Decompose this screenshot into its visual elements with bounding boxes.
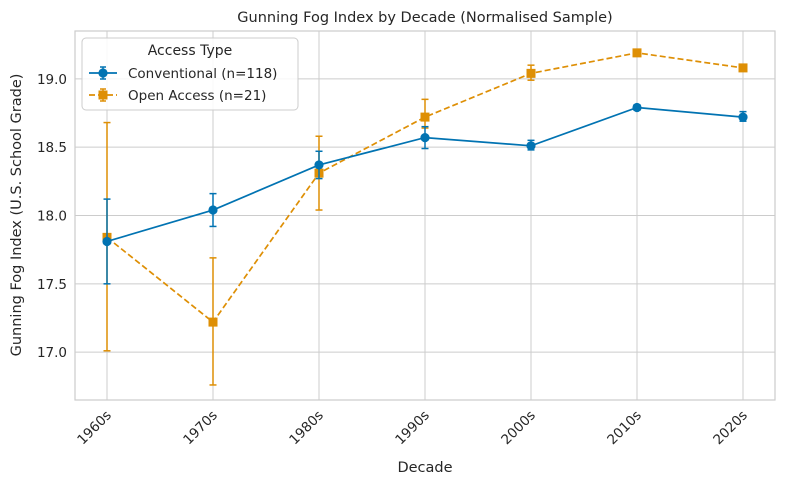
legend: Access Type Conventional (n=118) Open Acc… bbox=[81, 37, 299, 111]
legend-box bbox=[81, 37, 299, 111]
legend-label: Open Access (n=21) bbox=[128, 88, 266, 104]
y-axis-label: Gunning Fog Index (U.S. School Grade) bbox=[9, 74, 25, 357]
x-axis-label: Decade bbox=[397, 460, 452, 476]
x-tick-label: 1990s bbox=[392, 408, 433, 449]
x-tick-label: 1960s bbox=[74, 408, 115, 449]
y-tick-label: 19.0 bbox=[37, 72, 67, 88]
y-tick-label: 18.5 bbox=[37, 140, 67, 156]
data-point bbox=[738, 63, 748, 73]
data-point bbox=[526, 141, 536, 151]
y-tick-label: 18.0 bbox=[37, 209, 67, 225]
data-point bbox=[314, 160, 324, 170]
legend-marker bbox=[98, 90, 108, 100]
chart-title: Gunning Fog Index by Decade (Normalised … bbox=[237, 10, 612, 26]
legend-entry: Open Access (n=21) bbox=[89, 88, 266, 104]
data-point bbox=[420, 112, 430, 122]
legend-items: Conventional (n=118) Open Access (n=21) bbox=[89, 66, 277, 104]
x-tick-label: 1970s bbox=[180, 408, 221, 449]
data-point bbox=[632, 102, 642, 113]
x-tick-label: 2000s bbox=[498, 408, 539, 449]
data-point bbox=[208, 205, 218, 215]
x-tick-label: 2010s bbox=[604, 408, 645, 449]
legend-marker bbox=[98, 68, 108, 78]
data-point bbox=[102, 236, 112, 247]
data-point bbox=[738, 112, 748, 122]
y-tick-label: 17.5 bbox=[37, 277, 67, 293]
legend-entry: Conventional (n=118) bbox=[89, 66, 277, 82]
data-point bbox=[632, 48, 642, 58]
series-layer bbox=[102, 48, 748, 386]
tick-labels: 1960s 1970s 1980s 1990s 2000s 2010s 2020s 17.0 1… bbox=[37, 72, 751, 448]
x-tick-label: 2020s bbox=[710, 408, 751, 449]
data-point bbox=[208, 317, 218, 327]
legend-label: Conventional (n=118) bbox=[128, 66, 277, 82]
data-point bbox=[526, 68, 536, 78]
series-conventional bbox=[102, 102, 748, 285]
legend-title: Access Type bbox=[148, 43, 233, 59]
y-tick-label: 17.0 bbox=[37, 345, 67, 361]
plot-frame bbox=[74, 30, 776, 401]
x-tick-label: 1980s bbox=[286, 408, 327, 449]
data-point bbox=[420, 133, 430, 143]
